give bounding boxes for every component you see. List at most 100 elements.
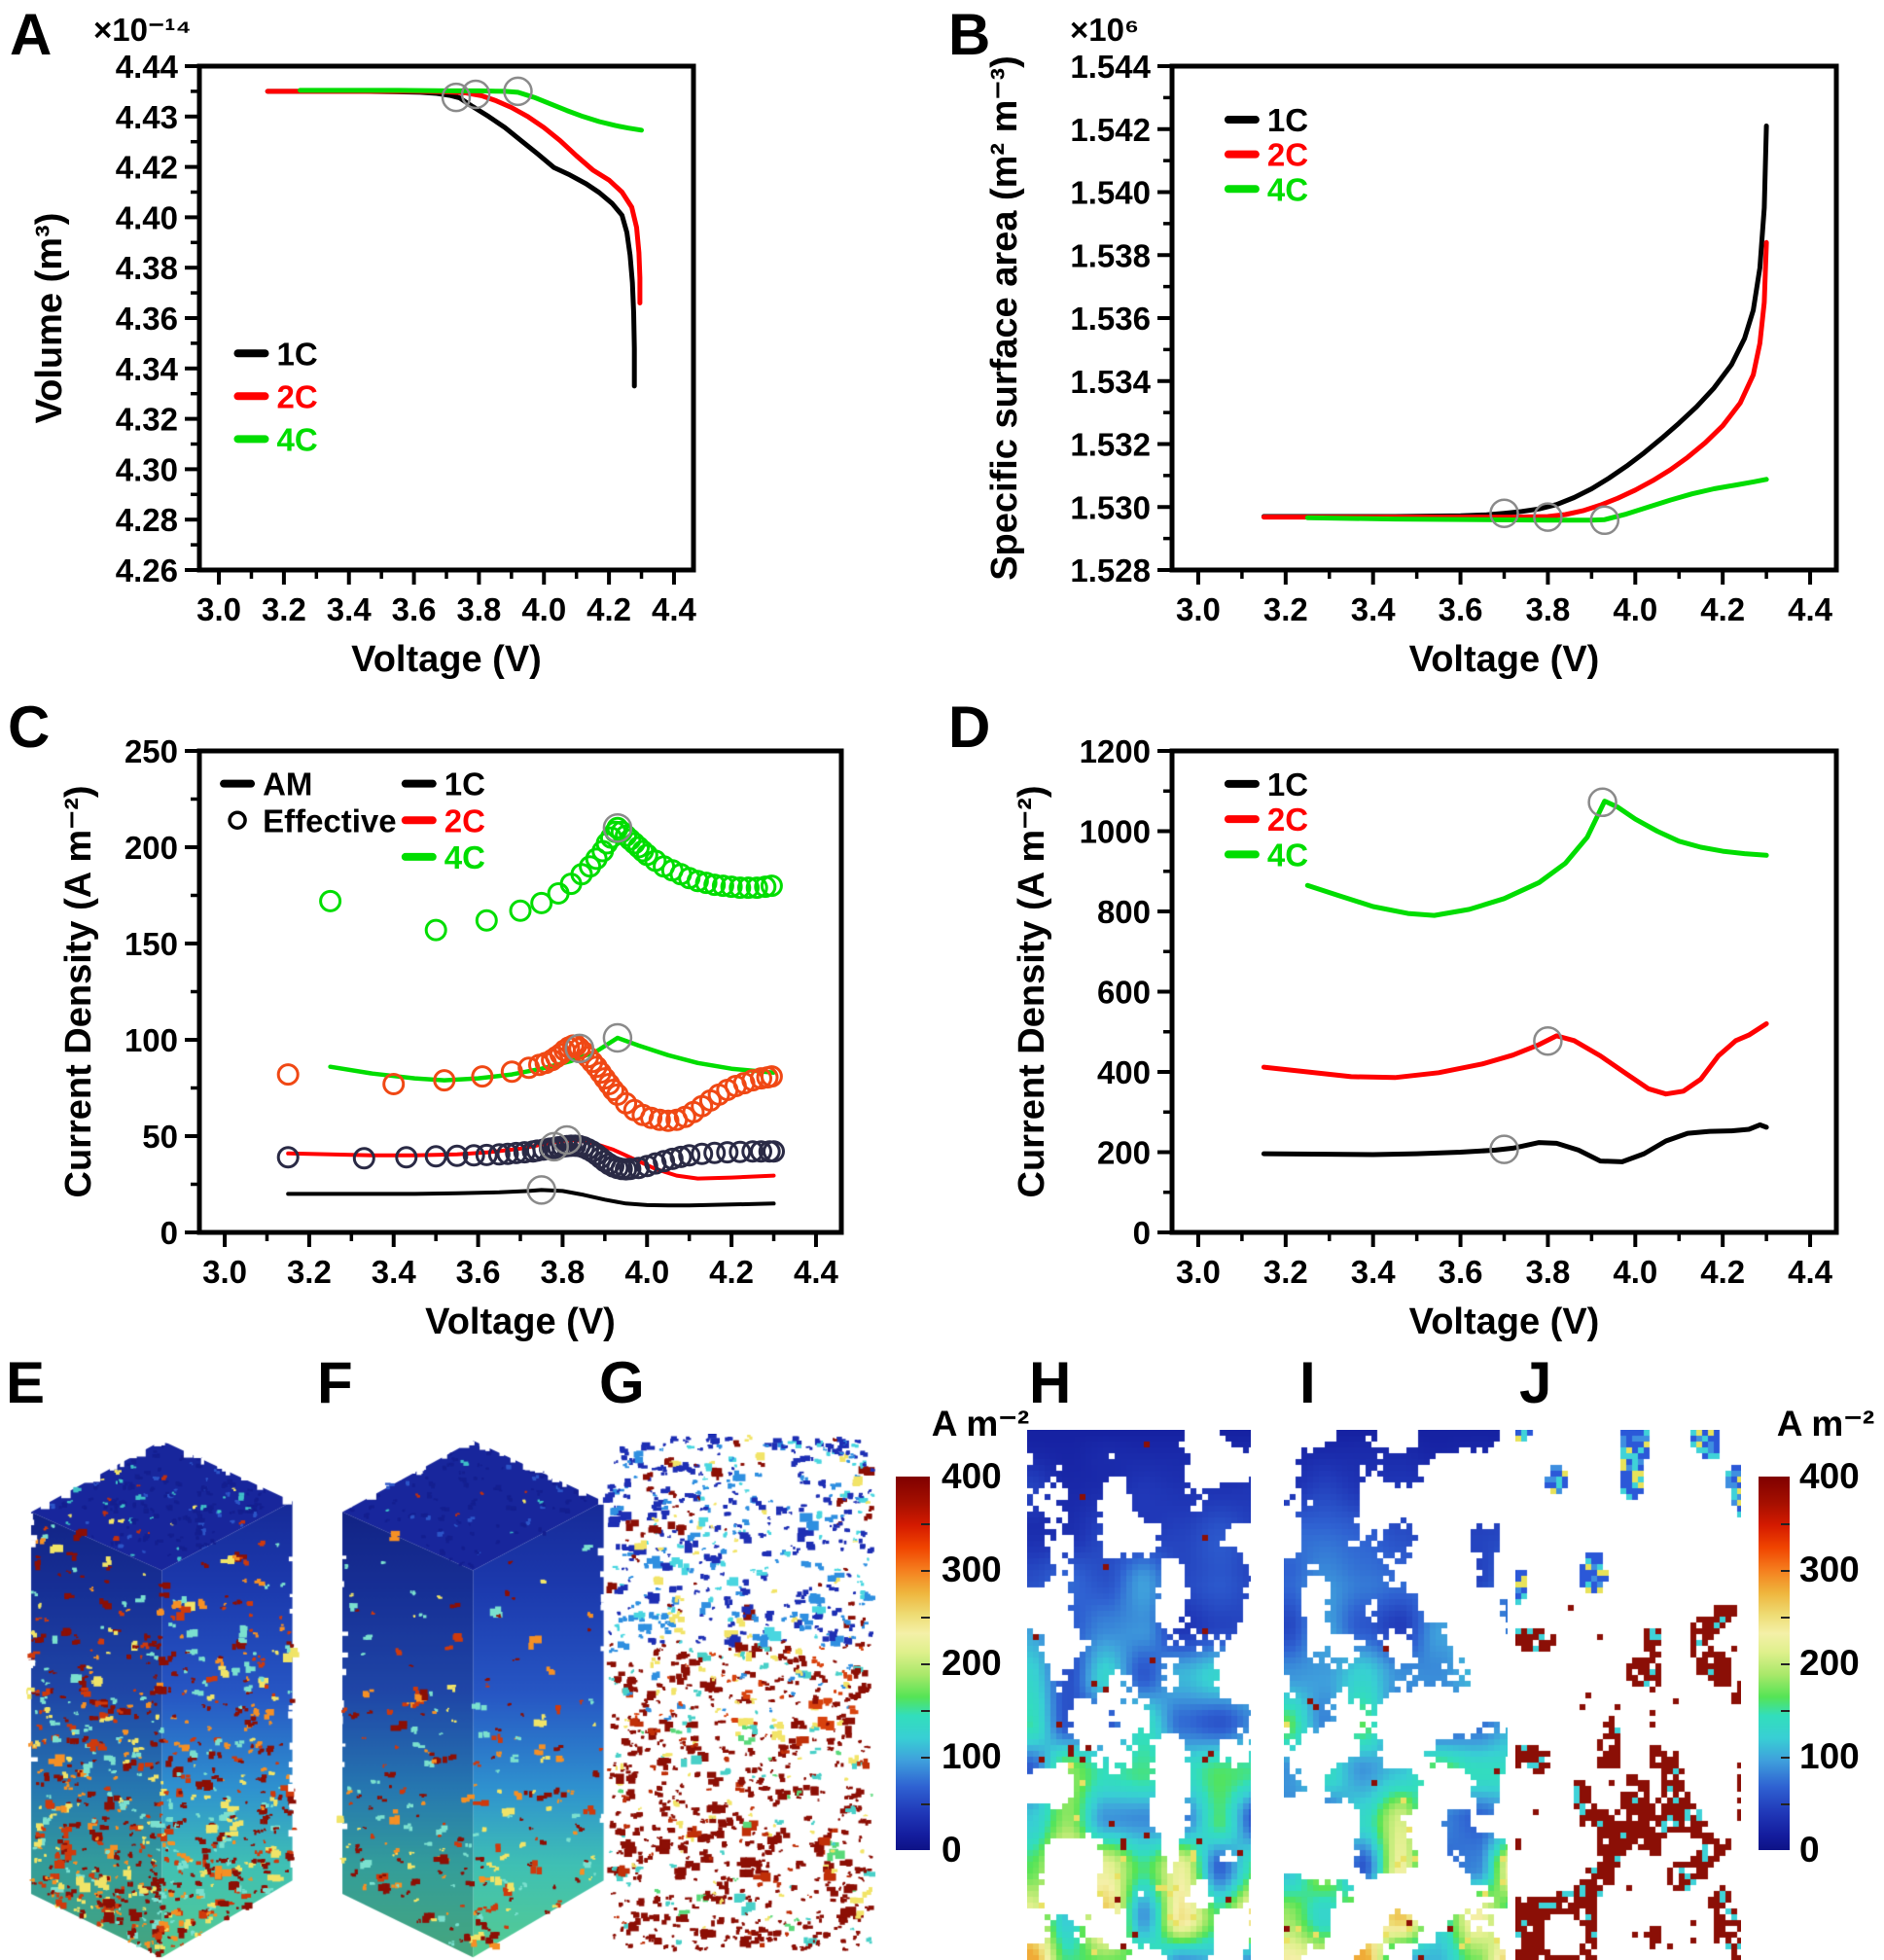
colorbar-1 (896, 1477, 930, 1850)
x-tick-label: 3.0 (1176, 591, 1221, 627)
axis-multiplier: ×10⁻¹⁴ (93, 12, 192, 48)
x-tick-label: 4.2 (1700, 1254, 1745, 1290)
panel-j-label: J (1519, 1350, 1552, 1415)
y-tick-label: 1.534 (1070, 364, 1151, 400)
y-tick-label: 50 (142, 1119, 178, 1155)
chart-current-density-effective: 3.0 3.2 3.4 3.6 3.8 4.0 4.2 4.4 1200 1000 800 600 40… (942, 693, 1884, 1373)
x-tick-label: 4.4 (652, 591, 697, 627)
x-tick-label: 3.6 (456, 1254, 501, 1290)
x-tick-label: 4.0 (1613, 1254, 1657, 1290)
legend-label: 4C (276, 421, 317, 457)
x-axis-title: Voltage (V) (425, 1301, 616, 1342)
y-tick-label: 1.530 (1070, 489, 1151, 525)
axis-multiplier: ×10⁶ (1070, 12, 1139, 48)
x-tick-label: 3.8 (1525, 1254, 1570, 1290)
y-tick-label: 1.532 (1070, 427, 1151, 463)
colorbar-2-tick-0: 0 (1799, 1830, 1820, 1870)
legend-label: 1C (1267, 766, 1308, 802)
series-1C (1261, 124, 1769, 519)
panel-i-label: I (1299, 1350, 1316, 1415)
y-tick-label: 400 (1097, 1054, 1151, 1090)
x-tick-label: 4.4 (794, 1254, 839, 1290)
microstructure-render-g (601, 1434, 883, 1960)
legend-label: Effective (263, 802, 397, 838)
colorbar-minor-tick (921, 1710, 930, 1712)
y-axis-title: Current Density (A m⁻²) (58, 785, 99, 1197)
panel-a-label: A (10, 2, 53, 67)
chart-current-density-am-effective: 3.0 3.2 3.4 3.6 3.8 4.0 4.2 4.4 250 200 150 100 50 0 V… (0, 693, 942, 1373)
x-axis: 3.0 3.2 3.4 3.6 3.8 4.0 4.2 4.4 (202, 1232, 839, 1290)
y-tick-label: 1.544 (1070, 49, 1151, 85)
y-tick-label: 4.44 (116, 49, 179, 85)
series-1C (1261, 1122, 1769, 1164)
x-tick-label: 4.2 (587, 591, 631, 627)
x-tick-label: 3.2 (1263, 591, 1308, 627)
legend-label: 2C (276, 378, 317, 414)
colorbar-minor-tick (921, 1617, 930, 1619)
y-tick-label: 250 (124, 733, 178, 769)
y-tick-label: 4.28 (116, 502, 178, 538)
legend-label: 1C (276, 336, 317, 372)
y-tick-label: 150 (124, 926, 178, 962)
colorbar-minor-tick (921, 1663, 930, 1665)
x-tick-label: 4.0 (624, 1254, 669, 1290)
x-tick-label: 3.8 (1525, 591, 1570, 627)
y-tick-label: 4.43 (116, 99, 178, 135)
y-tick-label: 4.26 (116, 552, 178, 588)
y-axis: 1.544 1.542 1.540 1.538 1.536 1.534 1.532 1.530… (1070, 49, 1172, 588)
colorbar-minor-tick (1781, 1617, 1790, 1619)
x-tick-label: 3.8 (540, 1254, 585, 1290)
colorbar-minor-tick (1781, 1523, 1790, 1525)
y-axis-title: Specific surface area (m² m⁻³) (984, 55, 1025, 581)
series-4C (298, 88, 644, 133)
y-tick-label: 1.542 (1070, 112, 1151, 148)
colorbar-minor-tick (1781, 1757, 1790, 1759)
y-axis: 4.44 4.43 4.42 4.40 4.38 4.36 4.34 4.32 4.30 4.28… (116, 49, 199, 588)
legend-label: 4C (444, 839, 485, 875)
x-axis-title: Voltage (V) (1409, 639, 1600, 680)
panel-b-label: B (948, 2, 991, 67)
colorbar-1-tick-100: 100 (942, 1736, 1002, 1776)
x-tick-label: 3.4 (327, 591, 373, 627)
x-tick-label: 3.4 (1351, 1254, 1397, 1290)
series-2C (1261, 1021, 1769, 1097)
y-axis-title: Current Density (A m⁻²) (1012, 785, 1052, 1197)
series-4C (1304, 799, 1769, 918)
x-tick-label: 3.6 (392, 591, 437, 627)
colorbar-minor-tick (921, 1523, 930, 1525)
y-tick-label: 4.32 (116, 402, 178, 438)
plot-box (196, 63, 696, 573)
colorbar-minor-tick (1781, 1710, 1790, 1712)
colorbar-1-title: A m⁻² (931, 1404, 1030, 1443)
colorbar-1-tick-300: 300 (942, 1550, 1002, 1589)
x-tick-label: 4.0 (1613, 591, 1657, 627)
y-tick-label: 1200 (1080, 733, 1151, 769)
panel-e-label: E (6, 1350, 46, 1415)
legend-label: 2C (444, 802, 485, 838)
x-axis-title: Voltage (V) (351, 639, 542, 680)
annotation-circles (1489, 498, 1620, 536)
series-Effective-2C (276, 1034, 783, 1132)
annotation-circles (1489, 787, 1617, 1164)
y-tick-label: 200 (124, 830, 178, 866)
legend-label: 1C (1267, 102, 1308, 138)
chart-svg-A: 3.0 3.2 3.4 3.6 3.8 4.0 4.2 4.4 4.44 4.43 4.42 4.40… (29, 12, 697, 680)
y-tick-label: 1.540 (1070, 175, 1151, 211)
microstructure-render-e (2, 1430, 309, 1960)
y-tick-label: 4.40 (116, 199, 178, 235)
x-tick-label: 3.0 (196, 591, 241, 627)
chart-volume-vs-voltage: 3.0 3.2 3.4 3.6 3.8 4.0 4.2 4.4 4.44 4.43 4.42 4.40… (0, 0, 942, 693)
y-tick-label: 1.528 (1070, 552, 1151, 588)
series-2C (1261, 239, 1769, 520)
y-axis: 1200 1000 800 600 400 200 0 (1080, 733, 1172, 1251)
colorbar-minor-tick (921, 1570, 930, 1572)
x-tick-label: 3.2 (1263, 1254, 1308, 1290)
chart-svg-C: 3.0 3.2 3.4 3.6 3.8 4.0 4.2 4.4 250 200 150 100 50 0 V… (58, 733, 844, 1342)
colorbar-2-title: A m⁻² (1776, 1404, 1875, 1443)
panel-f-label: F (317, 1350, 353, 1415)
x-tick-label: 3.6 (1439, 1254, 1483, 1290)
y-tick-label: 1.536 (1070, 301, 1151, 337)
legend-label: 4C (1267, 837, 1308, 873)
x-tick-label: 3.0 (1176, 1254, 1221, 1290)
